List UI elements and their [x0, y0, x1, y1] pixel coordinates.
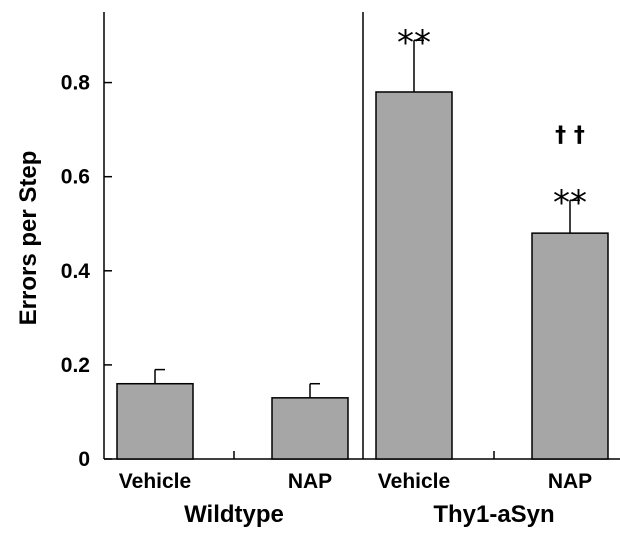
x-category-label: Vehicle: [378, 470, 450, 493]
y-tick-label: 0.8: [61, 72, 91, 95]
bar: [531, 232, 609, 460]
y-axis-title: Errors per Step: [15, 151, 42, 326]
bar: [271, 397, 349, 460]
group-label: Wildtype: [184, 501, 284, 528]
bar: [116, 382, 194, 460]
significance-stars: **: [397, 23, 431, 63]
x-category-label: NAP: [288, 470, 332, 493]
y-tick-label: 0.6: [61, 166, 90, 189]
significance-stars: **: [553, 183, 587, 223]
significance-daggers: † †: [555, 123, 585, 148]
x-category-label: NAP: [548, 470, 592, 493]
y-tick-label: 0.2: [61, 354, 90, 377]
group-label: Thy1-aSyn: [433, 501, 554, 528]
x-category-label: Vehicle: [119, 470, 191, 493]
bars-layer: [116, 39, 609, 460]
y-tick-label: 0.4: [61, 260, 91, 283]
bar: [375, 91, 453, 460]
y-tick-label: 0: [78, 448, 90, 471]
